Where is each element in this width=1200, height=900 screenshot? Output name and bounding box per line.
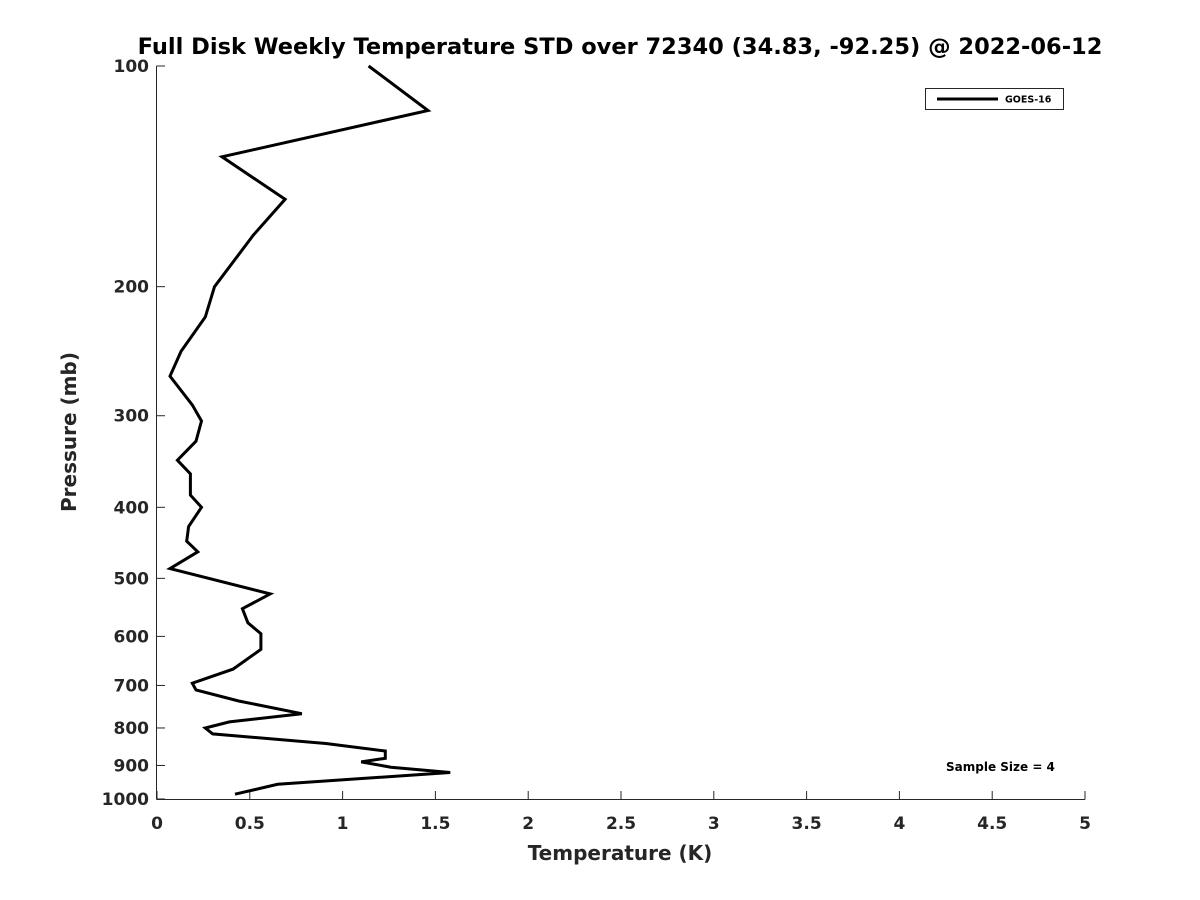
y-axis-title: Pressure (mb) bbox=[57, 352, 81, 512]
y-tick-label: 300 bbox=[114, 407, 150, 427]
x-tick-label: 4 bbox=[893, 814, 905, 834]
legend-label: GOES-16 bbox=[1005, 95, 1052, 106]
x-tick-label: 4.5 bbox=[977, 814, 1007, 834]
series-layer bbox=[166, 64, 451, 796]
y-tick-label: 200 bbox=[114, 278, 150, 298]
x-tick-label: 1 bbox=[337, 814, 349, 834]
y-tick-label: 600 bbox=[114, 627, 150, 647]
y-axis-ticks: 100 200 300 400 500 600 700 800 900 1000 bbox=[102, 57, 165, 810]
sample-size-annotation: Sample Size = 4 bbox=[946, 760, 1055, 774]
y-tick-label: 1000 bbox=[102, 790, 149, 810]
x-axis-ticks: 0 0.5 1 1.5 2 2.5 3 3.5 4 4.5 5 bbox=[151, 791, 1091, 834]
series-line-goes-16 bbox=[166, 64, 451, 796]
x-tick-label: 0 bbox=[151, 814, 163, 834]
y-tick-label: 800 bbox=[114, 719, 150, 739]
y-tick-label: 900 bbox=[114, 756, 150, 776]
x-axis-title: Temperature (K) bbox=[528, 841, 713, 865]
x-tick-label: 0.5 bbox=[235, 814, 265, 834]
y-tick-label: 700 bbox=[114, 676, 150, 696]
x-tick-label: 2 bbox=[522, 814, 534, 834]
x-tick-label: 2.5 bbox=[606, 814, 636, 834]
chart-title: Full Disk Weekly Temperature STD over 72… bbox=[138, 34, 1103, 60]
x-tick-label: 5 bbox=[1079, 814, 1091, 834]
x-tick-label: 3.5 bbox=[792, 814, 822, 834]
y-tick-label: 400 bbox=[114, 498, 150, 518]
y-tick-label: 100 bbox=[114, 57, 150, 77]
x-tick-label: 3 bbox=[708, 814, 720, 834]
y-tick-label: 500 bbox=[114, 569, 150, 589]
legend: GOES-16 bbox=[925, 88, 1064, 110]
x-tick-label: 1.5 bbox=[420, 814, 450, 834]
